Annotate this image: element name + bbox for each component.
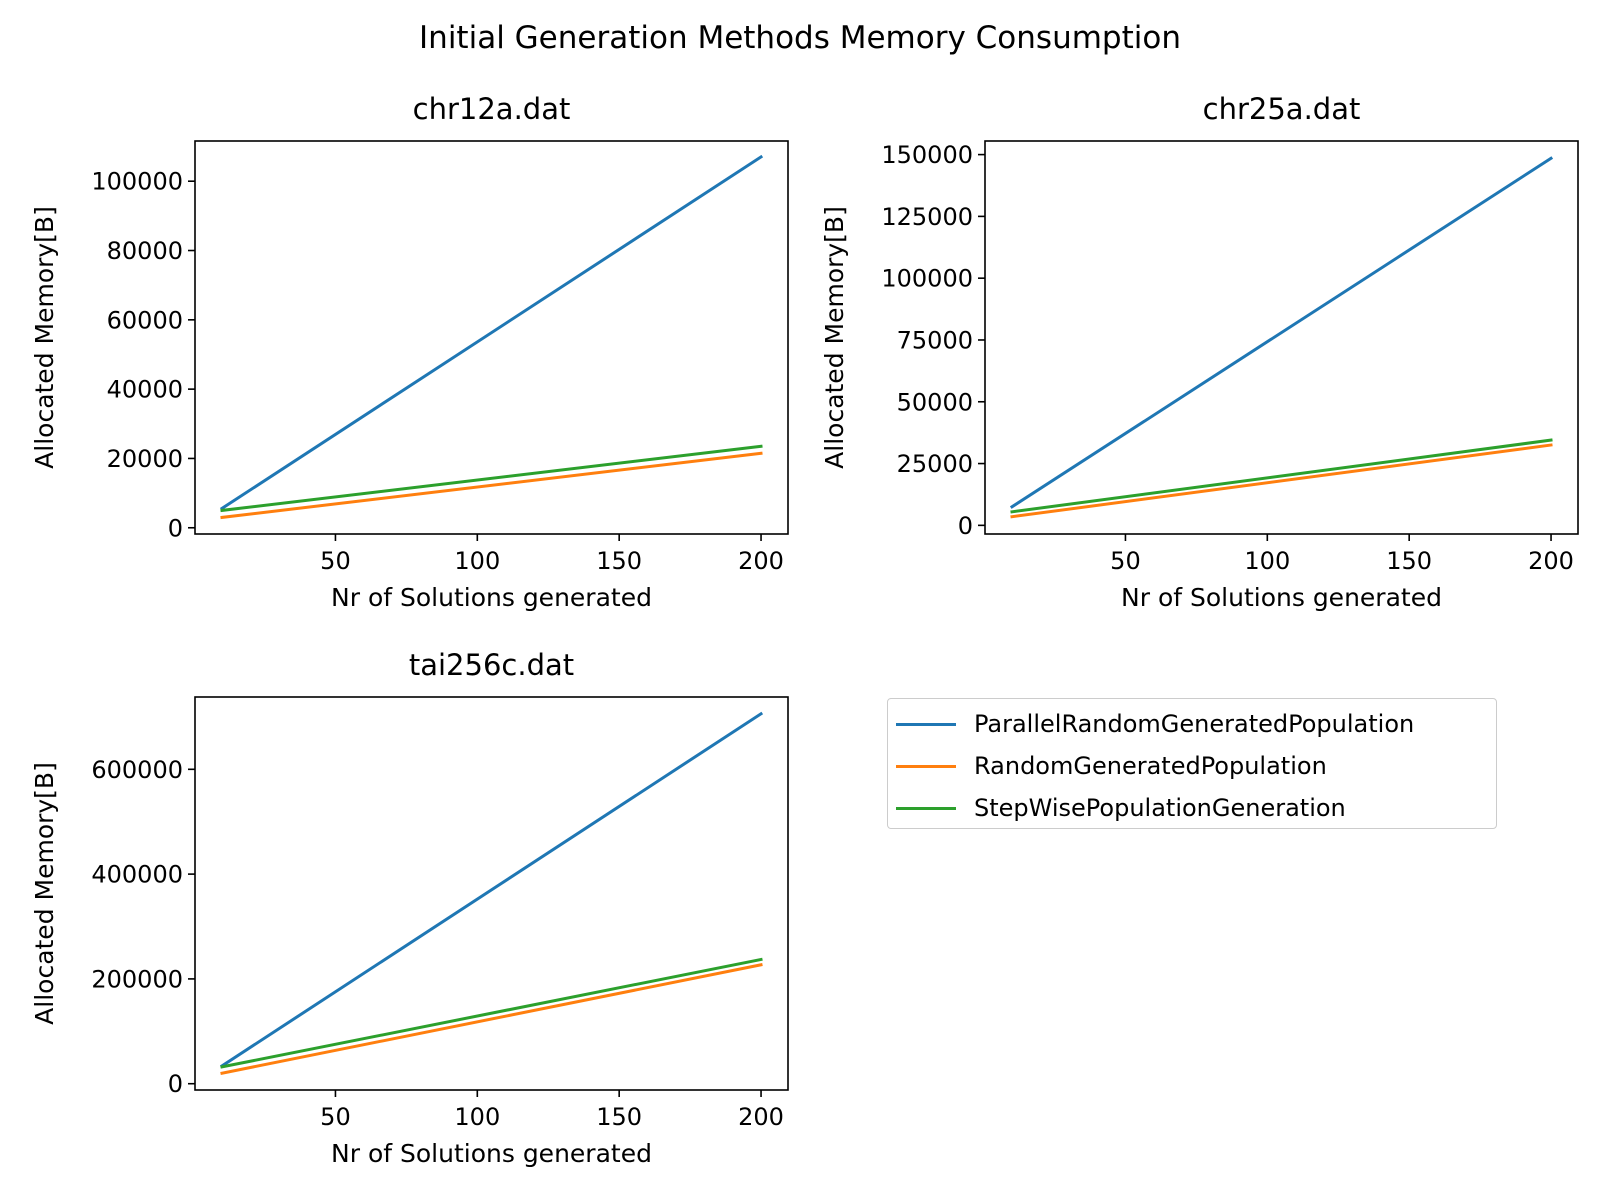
x-tick-label: 50 (320, 1103, 351, 1131)
y-tick-label: 80000 (107, 237, 183, 265)
x-tick-label: 150 (596, 547, 642, 575)
series-line-3 (1010, 438, 1553, 514)
y-tick-label: 200000 (91, 965, 183, 993)
subplot-title: tai256c.dat (409, 648, 574, 682)
x-axis-label: Nr of Solutions generated (331, 1139, 652, 1168)
subplot-1: chr12a.dat 50 100 150 200 0 20000 40000 60000 800… (30, 92, 789, 612)
y-tick-label: 25000 (897, 450, 973, 478)
legend-label-stepwise: StepWisePopulationGeneration (974, 794, 1346, 822)
series-line-1 (219, 711, 764, 1068)
series-line-2 (220, 963, 763, 1075)
x-tick-label: 200 (738, 547, 784, 575)
y-tick-label: 100000 (91, 168, 183, 196)
series-line-1 (1009, 156, 1554, 509)
series-line-1 (219, 154, 764, 511)
y-tick-label: 40000 (107, 376, 183, 404)
subplot-title: chr25a.dat (1203, 92, 1361, 126)
y-tick-label: 75000 (897, 326, 973, 354)
x-tick-label: 100 (454, 1103, 500, 1131)
y-tick-label: 400000 (91, 861, 183, 889)
subplot-2: chr25a.dat 50 100 150 200 0 25000 50000 75000 100… (820, 92, 1579, 612)
y-tick-label: 0 (168, 1070, 183, 1098)
subplot-title: chr12a.dat (413, 92, 571, 126)
series-line-2 (220, 451, 763, 520)
x-tick-label: 50 (320, 547, 351, 575)
axes-frame (194, 140, 789, 535)
series-line-3 (220, 957, 763, 1069)
y-tick-label: 60000 (107, 306, 183, 334)
axes-frame (984, 140, 1579, 535)
legend-label-random: RandomGeneratedPopulation (974, 752, 1327, 780)
y-axis-label: Allocated Memory[B] (820, 206, 849, 469)
subplot-3: tai256c.dat 50 100 150 200 0 200000 400000 60000… (30, 648, 789, 1168)
x-axis-label: Nr of Solutions generated (1121, 583, 1442, 612)
legend-label-parallel: ParallelRandomGeneratedPopulation (974, 710, 1415, 738)
x-tick-label: 150 (596, 1103, 642, 1131)
legend-swatch-stepwise (896, 806, 956, 810)
y-tick-label: 125000 (881, 203, 973, 231)
series-line-3 (220, 444, 763, 513)
y-tick-label: 0 (168, 514, 183, 542)
x-tick-label: 100 (454, 547, 500, 575)
series-line-2 (1010, 443, 1553, 519)
y-axis-label: Allocated Memory[B] (30, 206, 59, 469)
x-tick-label: 200 (1528, 547, 1574, 575)
legend-swatch-random (896, 764, 956, 768)
y-tick-label: 20000 (107, 445, 183, 473)
x-tick-label: 150 (1386, 547, 1432, 575)
y-tick-label: 0 (958, 512, 973, 540)
y-axis-label: Allocated Memory[B] (30, 762, 59, 1025)
x-tick-label: 100 (1244, 547, 1290, 575)
legend-swatch-parallel (896, 722, 956, 726)
y-tick-label: 100000 (881, 265, 973, 293)
y-tick-label: 150000 (881, 141, 973, 169)
x-axis-label: Nr of Solutions generated (331, 583, 652, 612)
legend: ParallelRandomGeneratedPopulation Random… (887, 698, 1497, 829)
y-tick-label: 600000 (91, 756, 183, 784)
y-tick-label: 50000 (897, 388, 973, 416)
figure-title: Initial Generation Methods Memory Consum… (419, 20, 1181, 56)
x-tick-label: 200 (738, 1103, 784, 1131)
axes-frame (194, 696, 789, 1091)
x-tick-label: 50 (1110, 547, 1141, 575)
